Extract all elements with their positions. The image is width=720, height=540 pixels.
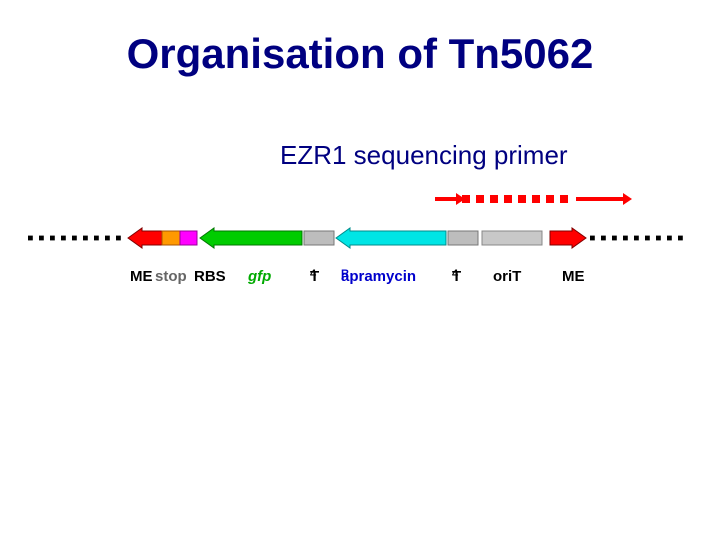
apr-arrow: [336, 228, 446, 248]
rbs-box: [180, 231, 197, 245]
page-title: Organisation of Tn5062: [0, 30, 720, 78]
stop-box: [162, 231, 180, 245]
me-left-arrow: [128, 228, 162, 248]
element-labels: ME stop RBS gfp T4 apramycinR T4 oriT ME: [0, 268, 720, 298]
gfp-arrow: [200, 228, 302, 248]
me-right-arrow: [550, 228, 586, 248]
orit-box: [482, 231, 542, 245]
t4-box-2: [448, 231, 478, 245]
subtitle-primer: EZR1 sequencing primer: [280, 140, 568, 171]
t4-box-1: [304, 231, 334, 245]
